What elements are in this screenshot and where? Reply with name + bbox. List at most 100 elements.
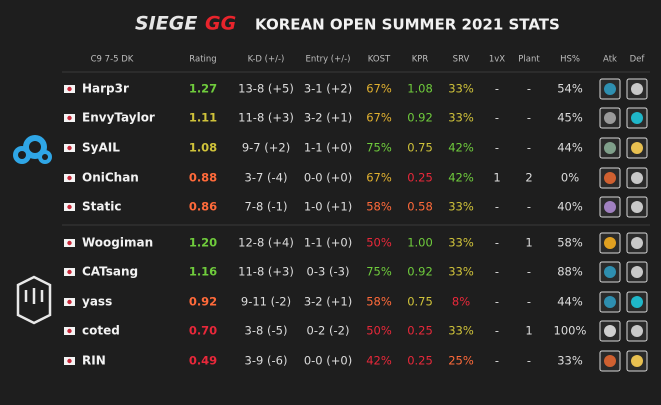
stat-cell: 54%	[557, 82, 583, 96]
stat-cell: 0.86	[189, 200, 217, 214]
stat-cell: 1.08	[407, 82, 433, 96]
stat-cell: 3-2 (+1)	[304, 111, 352, 125]
stat-cell: 58%	[366, 200, 392, 214]
stat-cell: 42%	[366, 354, 392, 368]
stat-cell: 9-11 (-2)	[241, 295, 291, 309]
stat-cell: 3-9 (-6)	[245, 354, 288, 368]
stat-cell: 1.20	[189, 236, 217, 250]
column-header: HS%	[560, 55, 580, 65]
stat-cell: 9-7 (+2)	[242, 141, 290, 155]
operator-emblem	[604, 112, 616, 124]
cloud9-logo	[13, 135, 52, 164]
stat-cell: -	[495, 324, 499, 338]
stat-cell: -	[495, 236, 499, 250]
stat-cell: 25%	[448, 354, 474, 368]
operator-emblem	[631, 112, 643, 124]
stat-cell: 11-8 (+3)	[238, 265, 294, 279]
stat-cell: 1-1 (+0)	[304, 236, 352, 250]
stat-cell: 1.16	[189, 265, 217, 279]
player-name: CATsang	[82, 265, 138, 279]
stat-cell: -	[527, 200, 531, 214]
stat-cell: 0.75	[407, 141, 433, 155]
operator-emblem	[604, 83, 616, 95]
stat-cell: 45%	[557, 111, 583, 125]
stat-cell: -	[495, 111, 499, 125]
stat-cell: 0.25	[407, 324, 433, 338]
stat-cell: -	[495, 354, 499, 368]
stat-cell: 0.49	[189, 354, 217, 368]
stat-cell: 58%	[366, 295, 392, 309]
operator-emblem	[631, 325, 643, 337]
operator-emblem	[604, 237, 616, 249]
stat-cell: 40%	[557, 200, 583, 214]
stat-cell: 44%	[557, 141, 583, 155]
stat-cell: 33%	[448, 265, 474, 279]
operator-emblem	[604, 296, 616, 308]
stat-cell: -	[495, 82, 499, 96]
stat-cell: 42%	[448, 141, 474, 155]
stat-cell: 33%	[448, 236, 474, 250]
stat-cell: -	[495, 141, 499, 155]
stat-cell: 0.75	[407, 295, 433, 309]
stat-cell: -	[495, 295, 499, 309]
stat-cell: 0-3 (-3)	[307, 265, 350, 279]
flag-emblem	[67, 115, 72, 121]
stat-cell: 33%	[448, 200, 474, 214]
player-name: yass	[82, 295, 112, 309]
operator-emblem	[604, 172, 616, 184]
stat-cell: 0.92	[189, 295, 217, 309]
stat-cell: 0-0 (+0)	[304, 171, 352, 185]
column-header: Def	[630, 55, 646, 65]
player-name: Static	[82, 200, 121, 214]
stat-cell: 1	[525, 236, 532, 250]
stat-cell: 0.70	[189, 324, 217, 338]
stat-cell: 0-2 (-2)	[307, 324, 350, 338]
flag-emblem	[67, 175, 72, 181]
stat-cell: -	[527, 295, 531, 309]
operator-emblem	[631, 237, 643, 249]
operator-emblem	[631, 296, 643, 308]
stat-cell: 50%	[366, 236, 392, 250]
operator-emblem	[604, 266, 616, 278]
stat-cell: -	[495, 265, 499, 279]
flag-emblem	[67, 358, 72, 364]
logo-accent: GG	[205, 13, 236, 35]
stat-cell: 33%	[557, 354, 583, 368]
stat-cell: 1.27	[189, 82, 217, 96]
operator-emblem	[631, 142, 643, 154]
column-header: Rating	[189, 55, 216, 65]
stat-cell: 1.11	[189, 111, 217, 125]
operator-emblem	[631, 266, 643, 278]
stat-cell: -	[527, 354, 531, 368]
stat-cell: 3-7 (-4)	[245, 171, 288, 185]
stat-cell: 58%	[557, 236, 583, 250]
logo-main: SIEGE	[135, 13, 197, 35]
stat-cell: 1	[525, 324, 532, 338]
page-title: KOREAN OPEN SUMMER 2021 STATS	[255, 16, 560, 34]
dk-logo	[16, 275, 52, 325]
column-header: SRV	[453, 55, 470, 65]
column-header: C9 7-5 DK	[91, 55, 134, 65]
flag-emblem	[67, 328, 72, 334]
stat-cell: 11-8 (+3)	[238, 111, 294, 125]
stat-cell: 1.08	[189, 141, 217, 155]
flag-emblem	[67, 240, 72, 246]
player-name: coted	[82, 324, 120, 338]
stat-cell: 12-8 (+4)	[238, 236, 294, 250]
stat-cell: 33%	[448, 111, 474, 125]
player-name: RIN	[82, 354, 106, 368]
stat-cell: 3-2 (+1)	[304, 295, 352, 309]
stat-cell: 75%	[366, 265, 392, 279]
operator-emblem	[631, 201, 643, 213]
column-header: 1vX	[489, 55, 505, 65]
stat-cell: -	[527, 111, 531, 125]
stat-cell: 13-8 (+5)	[238, 82, 294, 96]
stat-cell: 100%	[554, 324, 587, 338]
stat-cell: -	[527, 141, 531, 155]
column-header: Atk	[603, 55, 617, 65]
column-header: K-D (+/-)	[248, 55, 285, 65]
stat-cell: 50%	[366, 324, 392, 338]
player-name: Harp3r	[82, 82, 129, 96]
stat-cell: 1	[493, 171, 500, 185]
